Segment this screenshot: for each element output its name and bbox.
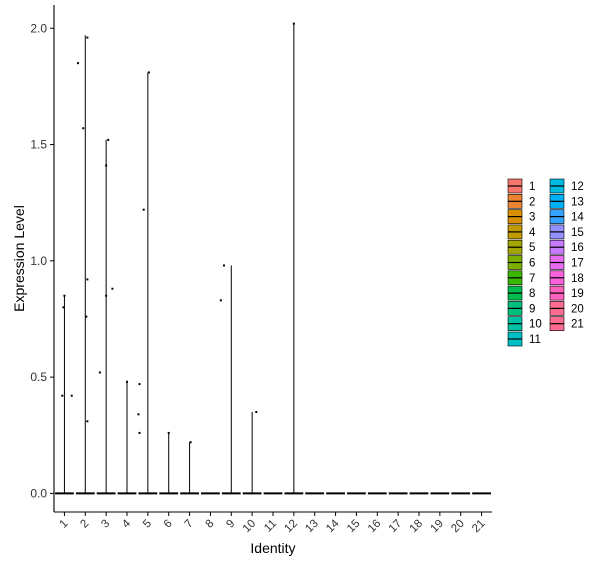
data-point-19 — [142, 208, 145, 211]
x-tick-label-1: 1 — [58, 518, 71, 531]
x-tick-label-6: 6 — [162, 518, 175, 531]
x-tick-label-11: 11 — [262, 518, 279, 535]
legend-label-21: 21 — [571, 319, 584, 331]
x-tick-label-4: 4 — [120, 517, 133, 530]
legend-label-4: 4 — [529, 227, 536, 239]
data-point-11 — [105, 164, 108, 167]
legend-label-6: 6 — [529, 258, 535, 270]
y-axis-title: Expression Level — [11, 205, 27, 312]
data-point-16 — [138, 383, 141, 386]
x-tick-label-14: 14 — [324, 517, 342, 535]
x-tick-label-15: 15 — [345, 518, 363, 536]
legend-label-7: 7 — [529, 273, 535, 285]
data-point-6 — [86, 36, 89, 39]
data-point-7 — [86, 278, 89, 281]
data-point-13 — [105, 294, 108, 297]
legend-label-15: 15 — [571, 227, 584, 239]
data-point-25 — [255, 410, 258, 413]
legend-label-12: 12 — [571, 181, 584, 193]
legend-label-14: 14 — [571, 212, 584, 224]
x-tick-label-7: 7 — [183, 518, 196, 531]
x-tick-label-13: 13 — [303, 518, 321, 536]
data-point-1 — [70, 394, 73, 397]
y-tick-label-4: 2.0 — [30, 21, 47, 35]
x-axis-title: Identity — [250, 540, 295, 556]
data-point-10 — [98, 371, 101, 374]
x-tick-label-18: 18 — [408, 518, 426, 536]
legend-label-2: 2 — [529, 196, 535, 208]
legend-label-17: 17 — [571, 258, 584, 270]
x-tick-label-10: 10 — [241, 518, 259, 536]
data-point-14 — [111, 287, 114, 290]
legend-label-16: 16 — [571, 242, 584, 254]
data-point-15 — [126, 380, 128, 383]
data-point-12 — [107, 138, 110, 141]
legend-label-8: 8 — [529, 288, 535, 300]
x-tick-label-9: 9 — [224, 518, 237, 531]
data-point-18 — [138, 431, 141, 434]
legend-label-9: 9 — [529, 303, 535, 315]
y-tick-label-2: 1.0 — [30, 254, 47, 268]
x-tick-label-3: 3 — [99, 518, 112, 531]
x-tick-label-2: 2 — [78, 518, 91, 531]
data-point-4 — [76, 62, 79, 65]
data-point-20 — [147, 71, 150, 74]
data-point-0 — [61, 394, 64, 397]
data-point-3 — [63, 294, 66, 297]
legend-label-18: 18 — [571, 273, 584, 285]
legend-label-19: 19 — [571, 288, 584, 300]
data-point-22 — [189, 441, 192, 444]
data-point-17 — [137, 413, 140, 416]
legend-label-13: 13 — [571, 196, 584, 208]
x-tick-label-17: 17 — [387, 518, 405, 536]
y-tick-label-1: 0.5 — [30, 370, 47, 384]
x-tick-label-5: 5 — [141, 518, 154, 531]
data-point-26 — [292, 22, 295, 25]
data-point-8 — [85, 315, 88, 318]
data-point-2 — [62, 306, 65, 309]
x-tick-label-8: 8 — [204, 518, 217, 531]
data-point-24 — [222, 264, 225, 267]
y-tick-label-0: 0.0 — [30, 486, 47, 500]
legend-label-1: 1 — [529, 181, 535, 193]
data-point-23 — [219, 299, 222, 302]
legend-label-11: 11 — [529, 334, 541, 346]
y-tick-label-3: 1.5 — [30, 138, 47, 152]
x-tick-label-12: 12 — [282, 518, 300, 536]
data-point-21 — [167, 431, 170, 434]
legend-label-20: 20 — [571, 303, 584, 315]
data-point-5 — [82, 127, 85, 130]
x-tick-label-16: 16 — [366, 518, 384, 536]
x-tick-label-21: 21 — [470, 518, 488, 536]
data-point-9 — [86, 420, 89, 423]
legend-label-10: 10 — [529, 319, 542, 331]
x-tick-label-20: 20 — [449, 518, 467, 536]
legend-label-5: 5 — [529, 242, 535, 254]
x-tick-label-19: 19 — [428, 518, 446, 536]
legend-label-3: 3 — [529, 212, 535, 224]
